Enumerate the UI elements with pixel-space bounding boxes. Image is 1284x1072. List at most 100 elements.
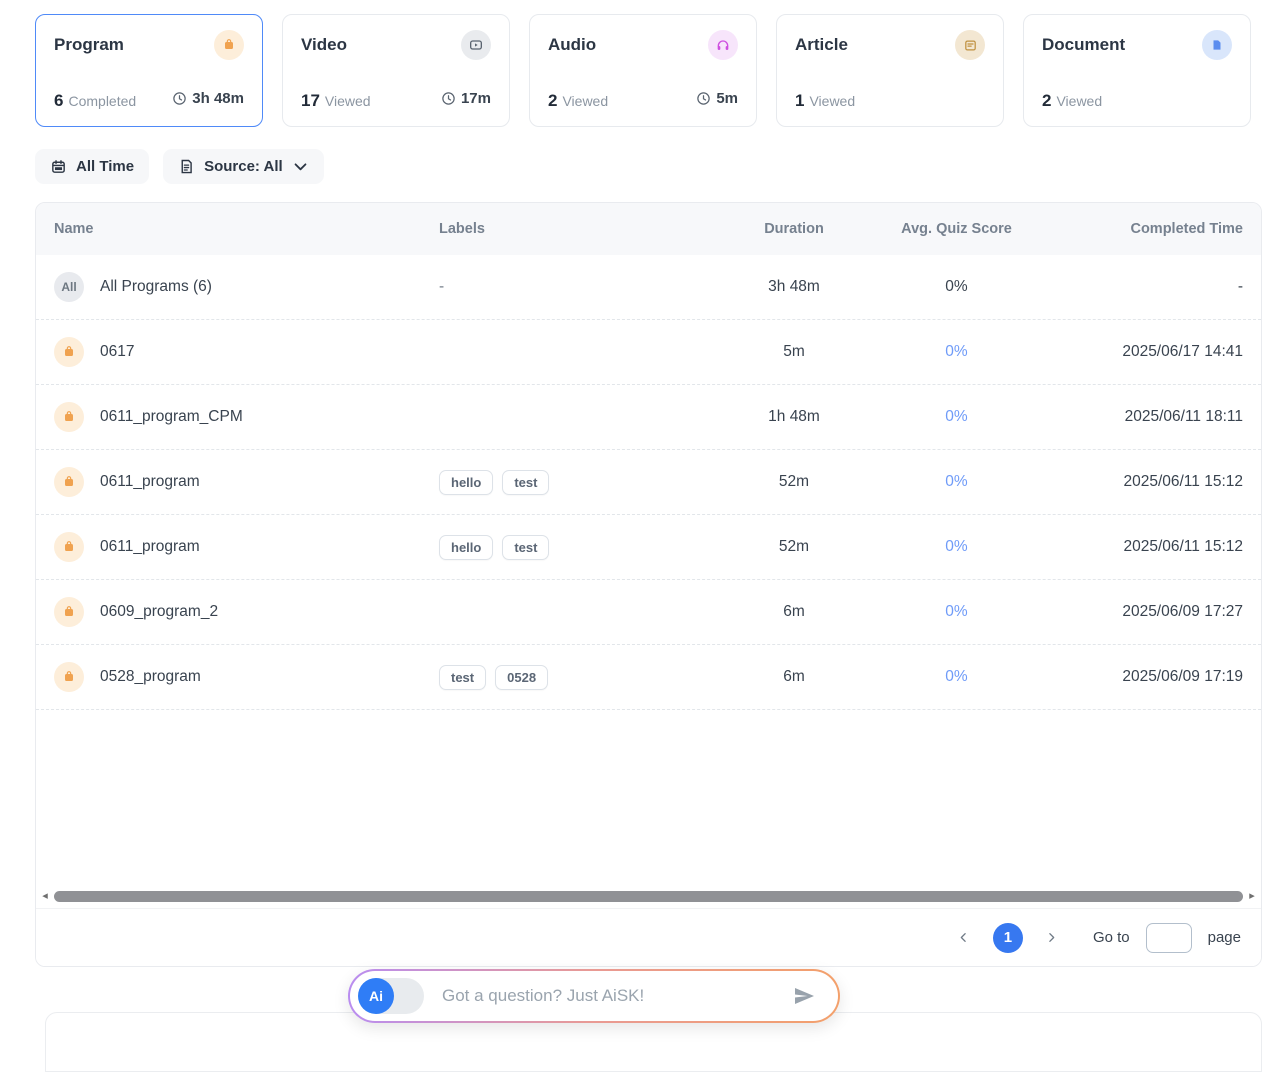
card-audio[interactable]: Audio 2 Viewed 5m [529,14,757,127]
card-time: 5m [696,90,738,107]
clock-icon [442,92,455,105]
summary-cards: Program 6 Completed 3h 48m Video 17 Viewed… [0,0,1284,127]
card-count-label: Viewed [809,93,856,109]
row-duration: 5m [783,343,805,360]
scroll-right-icon[interactable]: ▸ [1249,890,1255,902]
program-icon [65,606,73,616]
goto-label: Go to [1092,929,1130,946]
page-number-button[interactable]: 1 [992,922,1023,953]
row-completed-time: 2025/06/11 15:12 [1123,538,1243,555]
card-document[interactable]: Document 2 Viewed [1023,14,1251,127]
card-time: 3h 48m [172,90,244,107]
program-icon [54,532,84,562]
aisk-input[interactable]: Got a question? Just AiSK! [442,986,645,1005]
card-count-label: Viewed [324,93,371,109]
card-title: Document [1042,35,1126,54]
table-row[interactable]: 0609_program_2 6m 0% 2025/06/09 17:27 [36,580,1261,645]
row-completed-time: - [1237,278,1243,295]
card-count-label: Viewed [562,93,609,109]
row-name: 0609_program_2 [100,603,219,620]
source-filter-label: Source: All [204,158,283,175]
row-quiz-score[interactable]: 0% [945,668,968,685]
filters: All Time Source: All [35,149,1284,184]
program-icon [65,411,73,421]
scroll-left-icon[interactable]: ◂ [42,890,48,902]
horizontal-scrollbar[interactable]: ◂ ▸ [39,888,1258,904]
row-name: 0611_program [100,538,200,555]
column-header-score: Avg. Quiz Score [901,221,1012,237]
row-labels-cell: - [439,278,719,296]
chevron-left-icon [961,933,967,942]
program-icon [214,30,244,60]
file-icon [181,159,192,174]
row-quiz-score[interactable]: 0% [945,343,968,360]
card-count: 2 [548,91,558,110]
calendar-icon [52,160,65,173]
aisk-toggle[interactable]: Ai [358,978,424,1014]
page-input[interactable] [1145,922,1192,953]
row-duration: 6m [783,668,805,685]
row-name: 0617 [100,343,135,360]
row-quiz-score[interactable]: 0% [945,408,968,425]
table-body: All All Programs (6) - 3h 48m 0% - 0617 … [36,255,1261,710]
label-chip: test [502,469,550,495]
row-name-cell: All All Programs (6) [54,272,439,302]
column-header-name: Name [54,221,94,237]
row-name-cell: 0611_program [54,467,439,497]
program-icon [54,662,84,692]
label-chip: hello [439,469,494,495]
table-row[interactable]: All All Programs (6) - 3h 48m 0% - [36,255,1261,320]
table-row[interactable]: 0617 5m 0% 2025/06/17 14:41 [36,320,1261,385]
table-row[interactable]: 0611_program hello test 52m 0% 2025/06/11… [36,515,1261,580]
aisk-bar: Ai Got a question? Just AiSK! [348,969,840,1023]
ai-badge[interactable]: Ai [358,978,394,1014]
prev-page-button[interactable] [951,925,977,951]
page-label: page [1207,929,1241,946]
row-labels-cell: hello test [439,534,719,560]
card-title: Video [301,35,347,54]
next-page-button[interactable] [1039,925,1065,951]
chevron-right-icon [1049,933,1055,942]
table-row[interactable]: 0611_program_CPM 1h 48m 0% 2025/06/11 18… [36,385,1261,450]
column-header-duration: Duration [764,221,824,237]
table-header: Name Labels Duration Avg. Quiz Score Com… [36,203,1261,255]
headphones-icon [708,30,738,60]
row-quiz-score[interactable]: 0% [945,538,968,555]
card-count-group: 6 Completed [54,91,136,111]
row-labels-cell: hello test [439,469,719,495]
pagination: 1 Go to page [36,908,1261,966]
chevron-down-icon [294,163,307,171]
card-article[interactable]: Article 1 Viewed [776,14,1004,127]
row-quiz-score[interactable]: 0% [945,603,968,620]
column-header-completed: Completed Time [1130,221,1243,237]
label-chip: hello [439,534,494,560]
table-row[interactable]: 0528_program test 0528 6m 0% 2025/06/09 1… [36,645,1261,710]
row-completed-time: 2025/06/09 17:27 [1122,603,1243,620]
send-icon[interactable] [792,984,816,1008]
scrollbar-thumb[interactable] [54,890,1243,902]
program-icon [54,402,84,432]
card-program[interactable]: Program 6 Completed 3h 48m [35,14,263,127]
row-name-cell: 0611_program_CPM [54,402,439,432]
row-avatar: All [54,272,84,302]
video-icon [461,30,491,60]
program-icon [54,467,84,497]
clock-icon [173,92,187,105]
row-duration: 1h 48m [768,408,820,425]
row-name: 0611_program [100,473,200,490]
document-icon [1202,30,1232,60]
table-row[interactable]: 0611_program hello test 52m 0% 2025/06/11… [36,450,1261,515]
label-chip: test [439,664,487,690]
row-quiz-score[interactable]: 0% [945,278,968,295]
card-count-group: 1 Viewed [795,91,855,111]
card-count: 1 [795,91,805,110]
row-name: 0528_program [100,668,201,685]
card-count: 6 [54,91,64,110]
program-icon [65,541,73,551]
row-quiz-score[interactable]: 0% [945,473,968,490]
time-filter-button[interactable]: All Time [35,149,150,184]
source-filter-button[interactable]: Source: All [163,149,324,184]
row-duration: 3h 48m [768,278,820,295]
card-video[interactable]: Video 17 Viewed 17m [282,14,510,127]
row-duration: 52m [778,538,810,555]
